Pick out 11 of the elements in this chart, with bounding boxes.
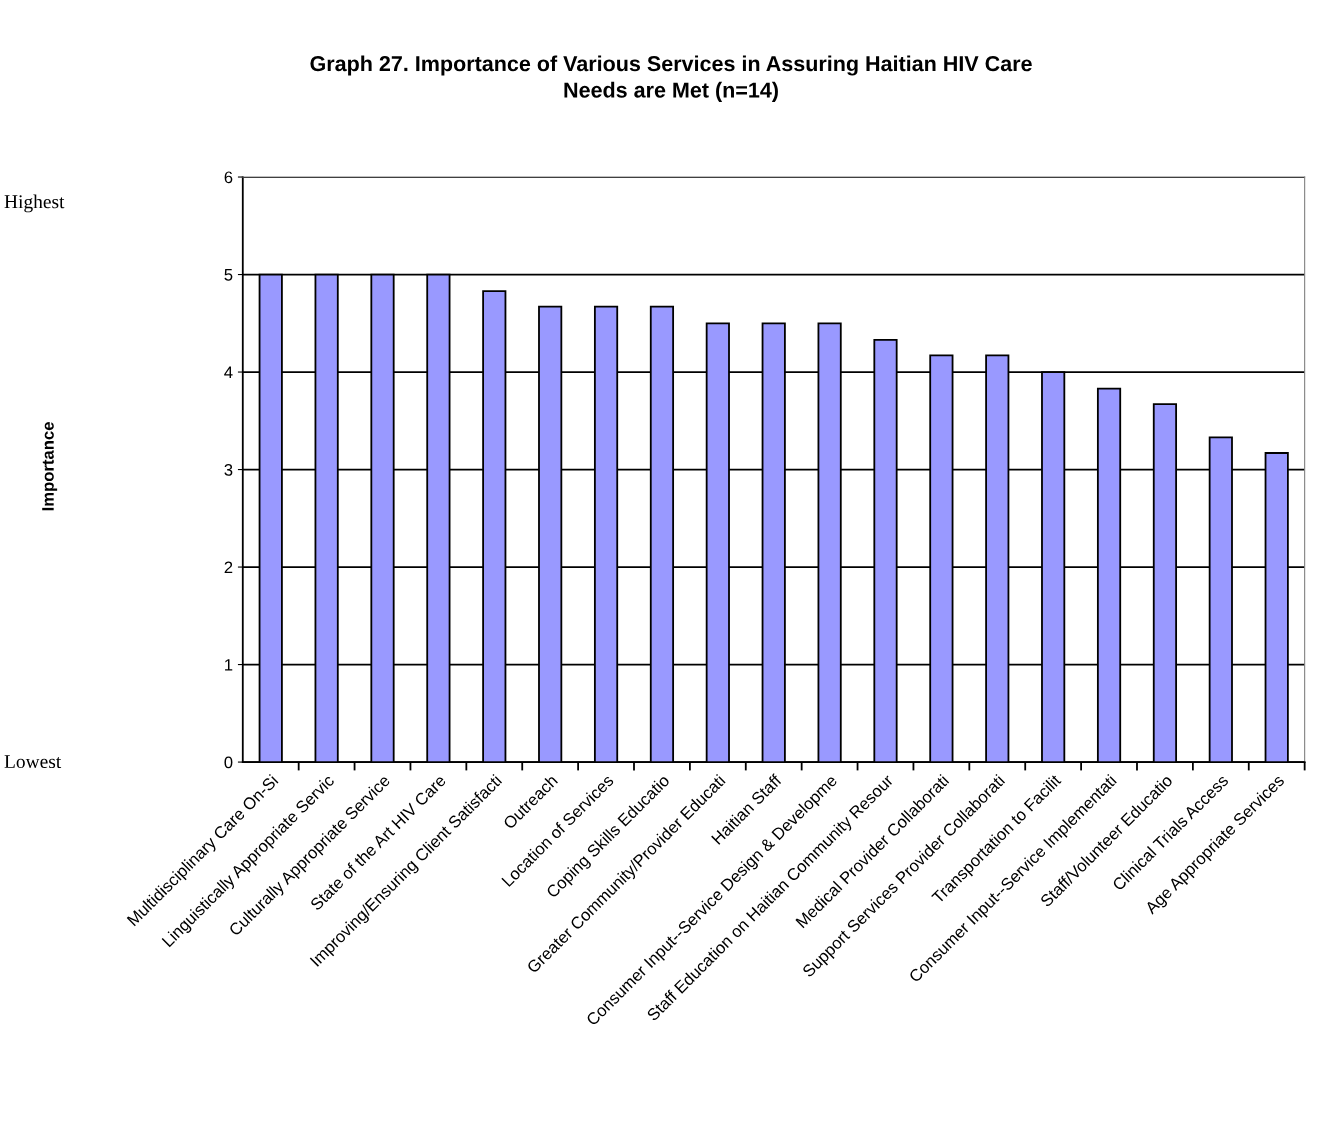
y-tick-label: 0 bbox=[224, 756, 233, 769]
y-tick-label: 4 bbox=[224, 366, 233, 379]
y-tick-label: 1 bbox=[225, 659, 233, 671]
y-tick-label: 6 bbox=[224, 171, 233, 184]
y-tick-label: 2 bbox=[224, 561, 233, 574]
y-axis-title: Importance bbox=[42, 422, 58, 511]
text: Highest bbox=[4, 194, 65, 213]
y-tick-label: 3 bbox=[224, 463, 233, 476]
text: Lowest bbox=[4, 755, 62, 769]
chart-title: Graph 27. Importance of Various Services in Assuring Haitian HIV Care Needs are Met (n=14) bbox=[310, 55, 1032, 102]
y-tick-label: 5 bbox=[224, 269, 233, 281]
